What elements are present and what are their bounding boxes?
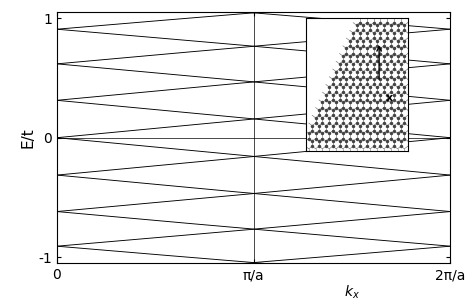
Text: x: x [386,93,393,103]
Text: $k_x$: $k_x$ [344,283,360,301]
Y-axis label: E/t: E/t [20,127,36,148]
